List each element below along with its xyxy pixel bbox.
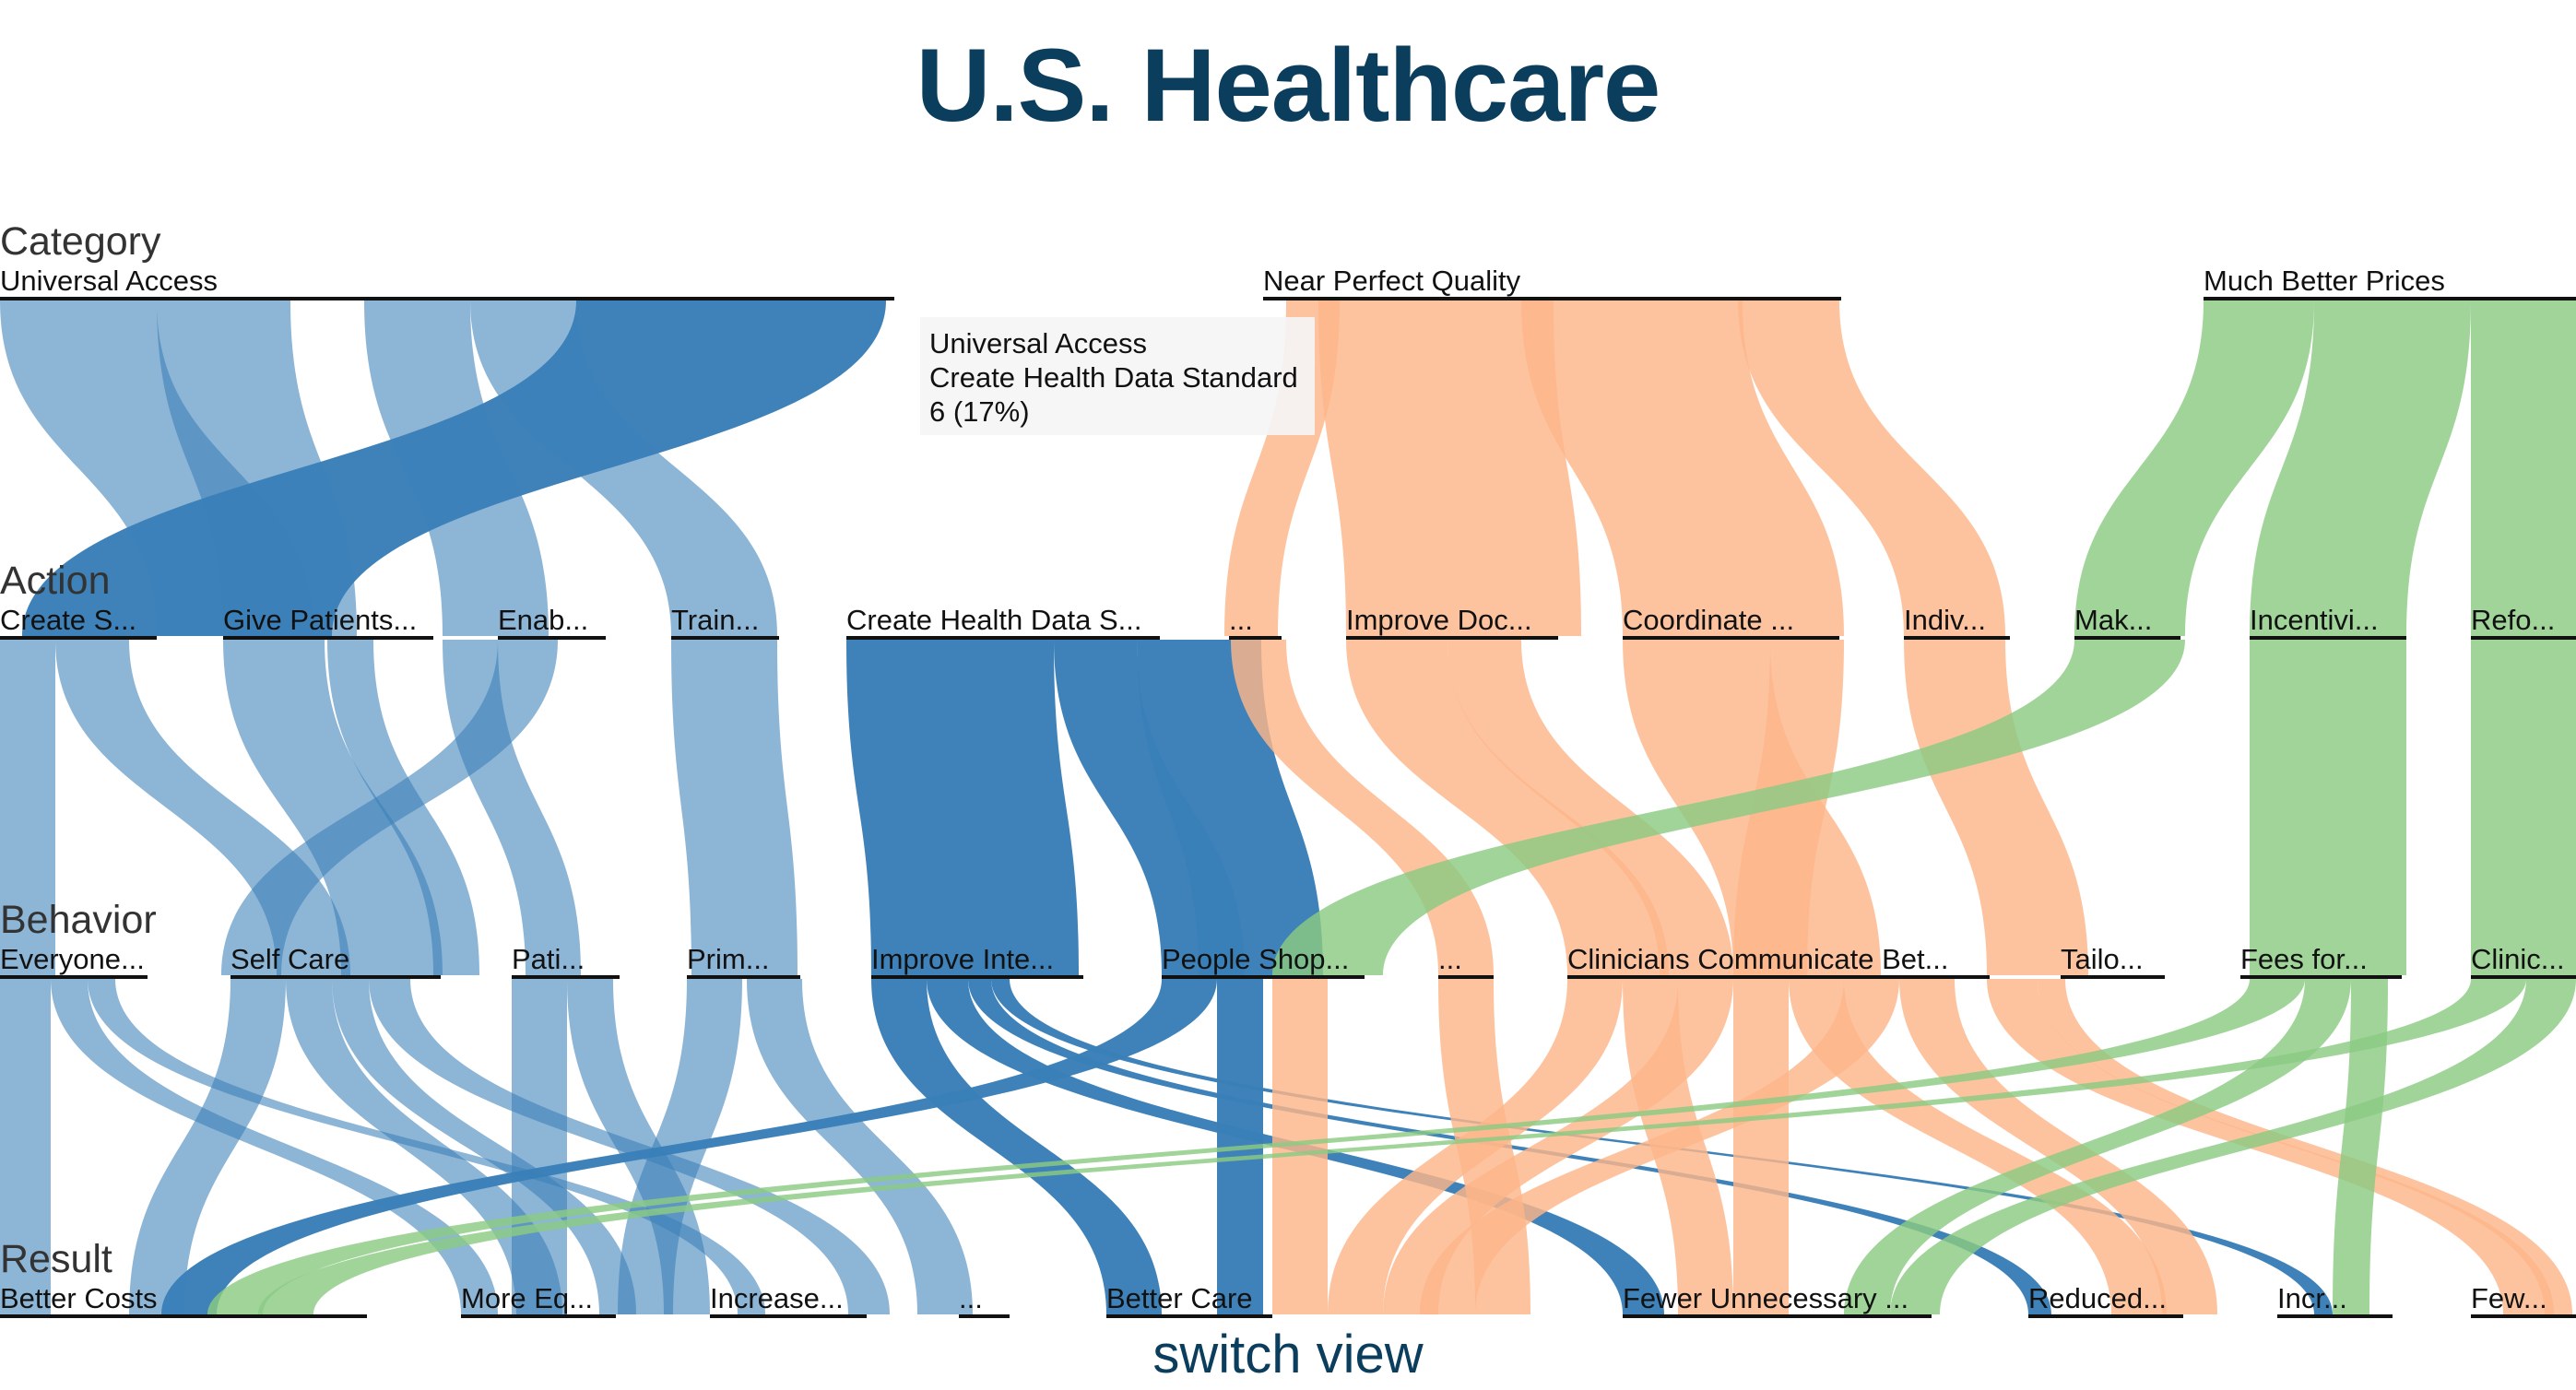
ribbon[interactable] — [1987, 979, 2554, 1314]
ribbon[interactable] — [1137, 640, 1323, 975]
ribbon[interactable] — [22, 300, 886, 636]
behavior-node-label: Fees for... — [2240, 943, 2368, 975]
ribbon[interactable] — [2250, 300, 2471, 636]
ribbon[interactable] — [846, 640, 1079, 975]
ribbons-layer — [0, 300, 2576, 1314]
ribbon[interactable] — [1318, 300, 1581, 636]
ribbon[interactable] — [332, 979, 636, 1314]
node-bars-layer — [0, 297, 2576, 1318]
ribbon[interactable] — [129, 979, 286, 1314]
ribbon[interactable] — [1844, 979, 2351, 1314]
category-node-label: Much Better Prices — [2204, 265, 2445, 297]
ribbon[interactable] — [2038, 979, 2572, 1314]
ribbon[interactable] — [161, 979, 1217, 1314]
dimension-label-action[interactable]: Action — [0, 559, 111, 603]
result-node-label: Fewer Unnecessary ... — [1623, 1282, 1908, 1314]
behavior-node-label: Clinicians Communicate Bet... — [1567, 943, 1949, 975]
ribbon[interactable] — [51, 979, 498, 1314]
ribbon[interactable] — [1789, 979, 2167, 1314]
ribbon[interactable] — [1890, 979, 2576, 1314]
ribbon[interactable] — [1738, 300, 2005, 636]
ribbon[interactable] — [1521, 300, 1844, 636]
ribbon[interactable] — [1328, 979, 1623, 1314]
result-node-label: Incr... — [2277, 1282, 2347, 1314]
ribbon[interactable] — [2250, 640, 2406, 975]
action-node-label: Incentivi... — [2250, 604, 2379, 636]
behavior-node-label: Prim... — [687, 943, 770, 975]
action-node-label: Give Patients... — [223, 604, 417, 636]
result-node-label: ... — [959, 1282, 983, 1314]
tooltip-count: 6 (17%) — [929, 395, 1030, 428]
result-node-label: Increase... — [710, 1282, 844, 1314]
ribbon[interactable] — [0, 640, 55, 975]
behavior-node-label: Pati... — [512, 943, 585, 975]
action-node-label: Improve Doc... — [1346, 604, 1532, 636]
action-node-label: Mak... — [2074, 604, 2152, 636]
ribbon-tooltip: Universal Access Create Health Data Stan… — [920, 317, 1315, 435]
result-node-label: Reduced... — [2028, 1282, 2167, 1314]
ribbon[interactable] — [258, 979, 2526, 1314]
ribbon[interactable] — [221, 640, 558, 975]
ribbon[interactable] — [1733, 640, 1844, 975]
dimension-label-behavior[interactable]: Behavior — [0, 898, 157, 942]
ribbon[interactable] — [1383, 979, 1733, 1314]
result-node-label: Few... — [2471, 1282, 2547, 1314]
behavior-node-label: Clinic... — [2471, 943, 2565, 975]
result-node-label: More Eq... — [461, 1282, 593, 1314]
action-node-label: Coordinate ... — [1623, 604, 1794, 636]
ribbon[interactable] — [1448, 640, 1733, 975]
page-title: U.S. Healthcare — [916, 28, 1661, 143]
action-node-label: Refo... — [2471, 604, 2555, 636]
action-node-label: ... — [1229, 604, 1253, 636]
switch-view-button[interactable]: switch view — [1152, 1325, 1424, 1384]
ribbon[interactable] — [747, 979, 973, 1314]
tooltip-category: Universal Access — [929, 327, 1148, 359]
category-node-label: Universal Access — [0, 265, 218, 297]
ribbon[interactable] — [2333, 979, 2388, 1314]
ribbon[interactable] — [2471, 300, 2576, 636]
dimension-label-category[interactable]: Category — [0, 219, 161, 264]
ribbon[interactable] — [1420, 979, 1899, 1314]
behavior-node-label: Self Care — [230, 943, 349, 975]
ribbon[interactable] — [871, 979, 1162, 1314]
ribbon[interactable] — [1346, 640, 1669, 975]
ribbon[interactable] — [671, 640, 798, 975]
category-node-label: Near Perfect Quality — [1263, 265, 1521, 297]
behavior-node-label: ... — [1438, 943, 1462, 975]
ribbon[interactable] — [2074, 300, 2314, 636]
result-node-label: Better Costs — [0, 1282, 158, 1314]
action-node-label: Create S... — [0, 604, 136, 636]
behavior-node-label: Everyone... — [0, 943, 145, 975]
ribbon[interactable] — [1272, 979, 1328, 1314]
action-node-label: Enab... — [498, 604, 588, 636]
ribbon[interactable] — [512, 979, 567, 1314]
behavior-node-label: Tailo... — [2061, 943, 2144, 975]
action-node-label: Create Health Data S... — [846, 604, 1142, 636]
ribbon[interactable] — [2471, 640, 2576, 975]
ribbon[interactable] — [207, 979, 2305, 1314]
result-node-label: Better Care — [1106, 1282, 1253, 1314]
action-node-label: Train... — [671, 604, 759, 636]
ribbon[interactable] — [0, 979, 51, 1314]
ribbon[interactable] — [1904, 640, 2088, 975]
behavior-node-label: People Shop... — [1162, 943, 1349, 975]
ribbon[interactable] — [1899, 979, 2217, 1314]
ribbon[interactable] — [223, 640, 443, 975]
behavior-node-label: Improve Inte... — [871, 943, 1054, 975]
action-node-label: Indiv... — [1904, 604, 1986, 636]
tooltip-action: Create Health Data Standard — [929, 361, 1298, 394]
ribbon[interactable] — [1272, 640, 2185, 975]
dimension-label-result[interactable]: Result — [0, 1237, 112, 1281]
ribbon[interactable] — [1733, 979, 1789, 1314]
labels-layer: Category Action Behavior Result Universal Ac… — [0, 219, 2565, 1314]
